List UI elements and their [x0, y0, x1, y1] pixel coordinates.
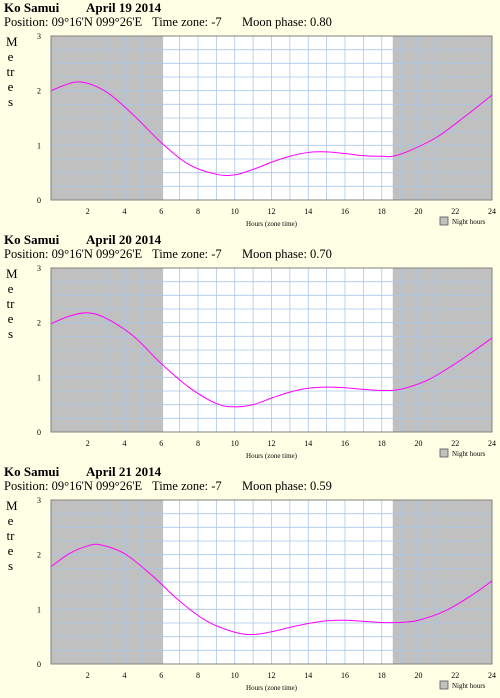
location-name: Ko Samui	[4, 464, 60, 479]
x-tick-label: 8	[196, 207, 200, 216]
x-tick-label: 4	[123, 439, 127, 448]
station-info: Position: 09°16'N 099°26'E Time zone: -7 M…	[4, 15, 332, 31]
panel-title: Ko Samui April 20 2014	[4, 232, 161, 248]
x-tick-label: 8	[196, 439, 200, 448]
night-legend-label: Night hours	[452, 450, 486, 458]
y-tick-label: 2	[37, 319, 41, 328]
x-tick-label: 24	[488, 439, 496, 448]
x-tick-label: 10	[231, 671, 239, 680]
x-tick-label: 10	[231, 207, 239, 216]
timezone-text: Time zone: -7	[152, 479, 222, 493]
x-tick-label: 22	[451, 671, 459, 680]
y-tick-label: 3	[37, 32, 41, 41]
station-info: Position: 09°16'N 099°26'E Time zone: -7 M…	[4, 479, 332, 495]
x-tick-label: 8	[196, 671, 200, 680]
panel-date: April 21 2014	[86, 464, 162, 479]
position-text: Position: 09°16'N 099°26'E	[4, 247, 143, 261]
y-tick-label: 1	[37, 373, 41, 382]
x-tick-label: 2	[86, 207, 90, 216]
panel-date: April 19 2014	[86, 0, 162, 15]
y-tick-label: 0	[37, 428, 41, 437]
y-tick-label: 3	[37, 264, 41, 273]
x-tick-label: 20	[415, 671, 423, 680]
x-tick-label: 14	[304, 207, 312, 216]
x-tick-label: 18	[378, 671, 386, 680]
y-tick-label: 1	[37, 605, 41, 614]
panel-date: April 20 2014	[86, 232, 162, 247]
tide-panel: Ko Samui April 19 2014 Position: 09°16'N 0…	[0, 0, 500, 232]
y-tick-label: 2	[37, 87, 41, 96]
location-name: Ko Samui	[4, 232, 60, 247]
night-legend-swatch	[439, 216, 449, 226]
panel-title: Ko Samui April 19 2014	[4, 0, 161, 16]
night-legend-swatch	[439, 680, 449, 690]
x-tick-label: 22	[451, 207, 459, 216]
moon-phase-text: Moon phase: 0.80	[242, 15, 332, 29]
night-legend-label: Night hours	[452, 218, 486, 226]
plot-frame	[50, 35, 493, 201]
x-tick-label: 24	[488, 207, 496, 216]
x-tick-label: 16	[341, 439, 349, 448]
position-text: Position: 09°16'N 099°26'E	[4, 15, 143, 29]
x-tick-label: 10	[231, 439, 239, 448]
tide-curve	[50, 81, 493, 177]
x-tick-label: 6	[159, 207, 163, 216]
x-tick-label: 4	[123, 671, 127, 680]
y-tick-label: 1	[37, 141, 41, 150]
x-tick-label: 24	[488, 671, 496, 680]
station-info: Position: 09°16'N 099°26'E Time zone: -7 M…	[4, 247, 332, 263]
x-tick-label: 2	[86, 671, 90, 680]
moon-phase-text: Moon phase: 0.70	[242, 247, 332, 261]
y-tick-label: 2	[37, 551, 41, 560]
y-tick-label: 0	[37, 196, 41, 205]
tide-panel: Ko Samui April 21 2014 Position: 09°16'N 0…	[0, 464, 500, 696]
x-tick-label: 4	[123, 207, 127, 216]
y-axis-label: Metres	[6, 266, 18, 341]
position-text: Position: 09°16'N 099°26'E	[4, 479, 143, 493]
timezone-text: Time zone: -7	[152, 247, 222, 261]
x-tick-label: 20	[415, 207, 423, 216]
timezone-text: Time zone: -7	[152, 15, 222, 29]
night-legend-swatch	[439, 448, 449, 458]
x-tick-label: 6	[159, 439, 163, 448]
x-tick-label: 2	[86, 439, 90, 448]
x-tick-label: 18	[378, 207, 386, 216]
x-axis-label: Hours (zone time)	[246, 220, 298, 228]
x-tick-label: 14	[304, 439, 312, 448]
x-tick-label: 16	[341, 671, 349, 680]
x-tick-label: 16	[341, 207, 349, 216]
y-tick-label: 0	[37, 660, 41, 669]
x-tick-label: 6	[159, 671, 163, 680]
y-axis-label: Metres	[6, 34, 18, 109]
location-name: Ko Samui	[4, 0, 60, 15]
x-tick-label: 20	[415, 439, 423, 448]
x-axis-label: Hours (zone time)	[246, 452, 298, 460]
x-tick-label: 22	[451, 439, 459, 448]
x-tick-label: 14	[304, 671, 312, 680]
y-axis-label: Metres	[6, 498, 18, 573]
x-axis-label: Hours (zone time)	[246, 684, 298, 692]
y-tick-label: 3	[37, 496, 41, 505]
tide-curve	[50, 312, 493, 408]
plot-frame	[50, 267, 493, 433]
x-tick-label: 12	[268, 671, 276, 680]
plot-frame	[50, 499, 493, 665]
night-legend-label: Night hours	[452, 682, 486, 690]
x-tick-label: 18	[378, 439, 386, 448]
tide-panel: Ko Samui April 20 2014 Position: 09°16'N 0…	[0, 232, 500, 464]
tide-curve	[50, 543, 493, 636]
x-tick-label: 12	[268, 207, 276, 216]
moon-phase-text: Moon phase: 0.59	[242, 479, 332, 493]
panel-title: Ko Samui April 21 2014	[4, 464, 161, 480]
x-tick-label: 12	[268, 439, 276, 448]
